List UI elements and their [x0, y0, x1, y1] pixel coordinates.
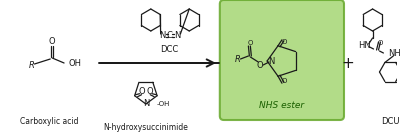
Text: HN: HN — [358, 42, 371, 51]
Text: O: O — [378, 40, 383, 46]
Text: R: R — [29, 61, 35, 69]
Text: -OH: -OH — [157, 101, 170, 107]
Text: R: R — [235, 55, 241, 65]
Text: DCC: DCC — [160, 45, 179, 54]
Text: O: O — [49, 38, 56, 46]
Text: OH: OH — [68, 59, 81, 68]
Text: +: + — [342, 55, 354, 71]
Text: NH: NH — [388, 49, 401, 58]
Text: Carboxylic acid: Carboxylic acid — [20, 118, 79, 126]
Text: C: C — [166, 31, 172, 39]
Text: N-hydroxysuccinimide: N-hydroxysuccinimide — [104, 123, 188, 132]
Text: O: O — [248, 40, 253, 46]
Text: N: N — [160, 31, 166, 39]
Text: O: O — [147, 87, 154, 96]
FancyArrowPatch shape — [101, 59, 214, 67]
Text: O: O — [257, 61, 264, 69]
Text: NHS ester: NHS ester — [260, 102, 304, 111]
Text: N: N — [143, 99, 149, 109]
Text: O: O — [138, 87, 145, 96]
Text: N: N — [268, 56, 274, 65]
Text: O: O — [281, 78, 287, 84]
FancyBboxPatch shape — [220, 0, 344, 120]
Text: N: N — [174, 31, 181, 39]
Text: O: O — [281, 39, 287, 45]
Text: DCU: DCU — [381, 118, 400, 126]
